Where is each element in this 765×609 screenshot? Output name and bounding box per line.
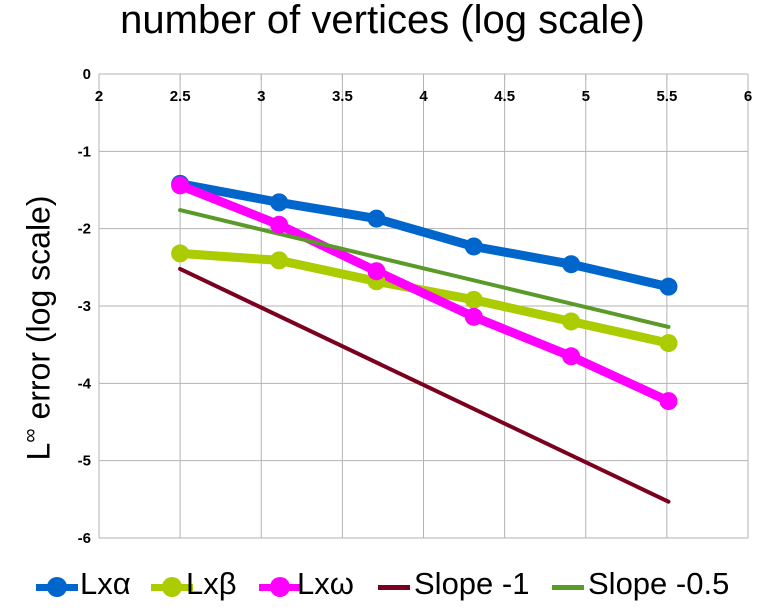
series-1-point-1 <box>270 251 289 270</box>
legend-marker-lxb <box>162 577 182 597</box>
series-1-point-4 <box>562 312 581 331</box>
x-tick-label-1: 2.5 <box>170 88 191 105</box>
x-tick-label-0: 2 <box>95 88 103 105</box>
series-0-point-4 <box>562 255 581 274</box>
series-1-point-3 <box>464 290 483 309</box>
series-2-point-4 <box>562 347 581 366</box>
y-tick-label-5: -5 <box>78 453 91 470</box>
y-tick-label-2: -2 <box>78 221 91 238</box>
legend-label-slope-1: Slope -1 <box>414 566 530 601</box>
legend-marker-lxw <box>270 577 290 597</box>
series-1-point-0 <box>171 244 190 263</box>
series-2-point-0 <box>171 176 190 195</box>
legend-label-slope-05: Slope -0.5 <box>588 566 730 601</box>
x-tick-label-6: 5 <box>582 88 590 105</box>
series-line-4 <box>178 208 671 329</box>
legend-marker-lxa <box>47 577 67 597</box>
y-tick-label-6: -6 <box>78 530 91 547</box>
x-tick-label-3: 3.5 <box>332 88 353 105</box>
legend-swatch-slope-1 <box>378 585 410 590</box>
series-line-2 <box>175 180 673 406</box>
y-tick-label-0: 0 <box>83 66 91 83</box>
series-1-point-5 <box>659 334 678 353</box>
legend-label-lxb: Lxβ <box>186 566 237 601</box>
series-0-point-1 <box>270 193 289 212</box>
x-tick-label-2: 3 <box>257 88 265 105</box>
y-tick-label-4: -4 <box>78 375 92 392</box>
x-tick-label-4: 4 <box>419 88 428 105</box>
chart-title: number of vertices (log scale) <box>120 0 645 42</box>
series-2-point-3 <box>464 307 483 326</box>
series-line-0 <box>175 179 673 292</box>
series-line-3 <box>178 266 671 504</box>
x-tick-label-5: 4.5 <box>494 88 515 105</box>
legend: Lxα Lxβ Lxω Slope -1 Slope -0.5 <box>0 562 765 608</box>
series-0-point-5 <box>659 277 678 296</box>
series-2-point-2 <box>367 262 386 281</box>
series-0-point-2 <box>367 209 386 228</box>
series-2-point-5 <box>659 392 678 411</box>
x-tick-label-7: 5.5 <box>656 88 677 105</box>
series-0-point-3 <box>464 237 483 256</box>
series-2-point-1 <box>270 215 289 234</box>
y-tick-label-3: -3 <box>78 298 91 315</box>
legend-label-lxw: Lxω <box>297 566 354 601</box>
legend-label-lxa: Lxα <box>80 566 131 601</box>
y-tick-label-1: -1 <box>78 143 91 160</box>
x-tick-label-8: 6 <box>744 88 752 105</box>
legend-swatch-slope-05 <box>552 585 584 590</box>
